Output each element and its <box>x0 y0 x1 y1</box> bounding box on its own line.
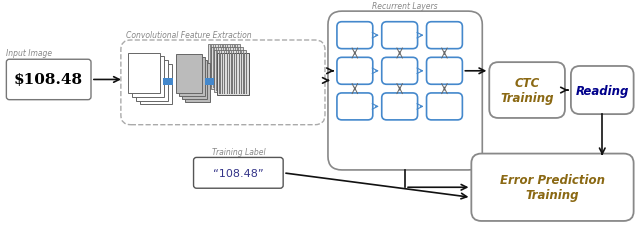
Bar <box>205 78 214 86</box>
Bar <box>218 53 250 95</box>
FancyBboxPatch shape <box>337 23 372 49</box>
Bar <box>231 51 232 92</box>
Bar <box>232 49 234 89</box>
Bar <box>227 54 228 94</box>
Text: “108.48”: “108.48” <box>213 168 264 178</box>
Bar <box>220 46 221 86</box>
Bar <box>233 51 234 92</box>
Bar <box>228 51 230 92</box>
Bar <box>240 49 241 89</box>
Bar <box>243 51 244 92</box>
Bar <box>243 54 244 94</box>
Bar <box>222 54 223 94</box>
Bar <box>214 50 246 93</box>
Bar <box>211 46 212 86</box>
Bar <box>237 46 238 86</box>
Bar <box>184 64 211 102</box>
Bar <box>230 46 231 86</box>
Bar <box>216 51 218 92</box>
Bar <box>223 51 225 92</box>
FancyBboxPatch shape <box>471 154 634 221</box>
Text: Training Label: Training Label <box>212 148 265 157</box>
Bar <box>211 48 243 90</box>
Bar <box>234 54 235 94</box>
FancyBboxPatch shape <box>337 94 372 120</box>
Bar <box>234 46 236 86</box>
FancyBboxPatch shape <box>337 58 372 85</box>
Bar <box>246 54 247 94</box>
FancyBboxPatch shape <box>426 23 462 49</box>
Bar <box>228 49 229 89</box>
Bar <box>213 46 214 86</box>
FancyBboxPatch shape <box>426 58 462 85</box>
Bar <box>140 65 172 105</box>
Bar <box>236 51 237 92</box>
Bar <box>239 54 240 94</box>
Bar <box>163 78 173 86</box>
Bar <box>218 46 219 86</box>
FancyBboxPatch shape <box>381 23 417 49</box>
FancyBboxPatch shape <box>489 63 565 119</box>
Bar <box>132 57 164 97</box>
Bar <box>224 54 225 94</box>
Bar <box>230 49 232 89</box>
FancyBboxPatch shape <box>193 158 283 188</box>
Text: Convolutional Feature Extraction: Convolutional Feature Extraction <box>126 31 252 40</box>
Bar <box>225 49 227 89</box>
Bar <box>237 49 239 89</box>
Bar <box>179 58 205 96</box>
Text: Recurrent Layers: Recurrent Layers <box>372 2 438 11</box>
FancyBboxPatch shape <box>571 67 634 115</box>
Bar <box>223 49 224 89</box>
Text: CTC
Training: CTC Training <box>500 77 554 105</box>
FancyBboxPatch shape <box>381 94 417 120</box>
Bar <box>225 46 226 86</box>
Bar <box>182 61 207 99</box>
Bar <box>226 51 227 92</box>
FancyBboxPatch shape <box>328 12 483 170</box>
Bar <box>215 46 216 86</box>
Bar <box>241 54 242 94</box>
Bar <box>219 51 220 92</box>
Bar <box>221 49 222 89</box>
FancyBboxPatch shape <box>426 94 462 120</box>
Bar <box>128 53 160 94</box>
Bar <box>216 49 217 89</box>
Bar <box>227 46 228 86</box>
Bar <box>175 55 202 94</box>
Text: Input Image: Input Image <box>6 49 52 58</box>
Bar <box>218 49 220 89</box>
Text: $108.48: $108.48 <box>14 73 83 87</box>
Bar <box>236 54 237 94</box>
FancyBboxPatch shape <box>381 58 417 85</box>
Bar <box>209 45 241 87</box>
Bar <box>136 61 168 101</box>
Text: Error Prediction
Training: Error Prediction Training <box>500 173 605 201</box>
Bar <box>232 46 233 86</box>
Bar <box>220 54 221 94</box>
Bar <box>221 51 223 92</box>
Bar <box>235 49 236 89</box>
Bar <box>238 51 239 92</box>
Bar <box>229 54 230 94</box>
FancyBboxPatch shape <box>6 60 91 100</box>
Text: Reading: Reading <box>575 84 629 97</box>
